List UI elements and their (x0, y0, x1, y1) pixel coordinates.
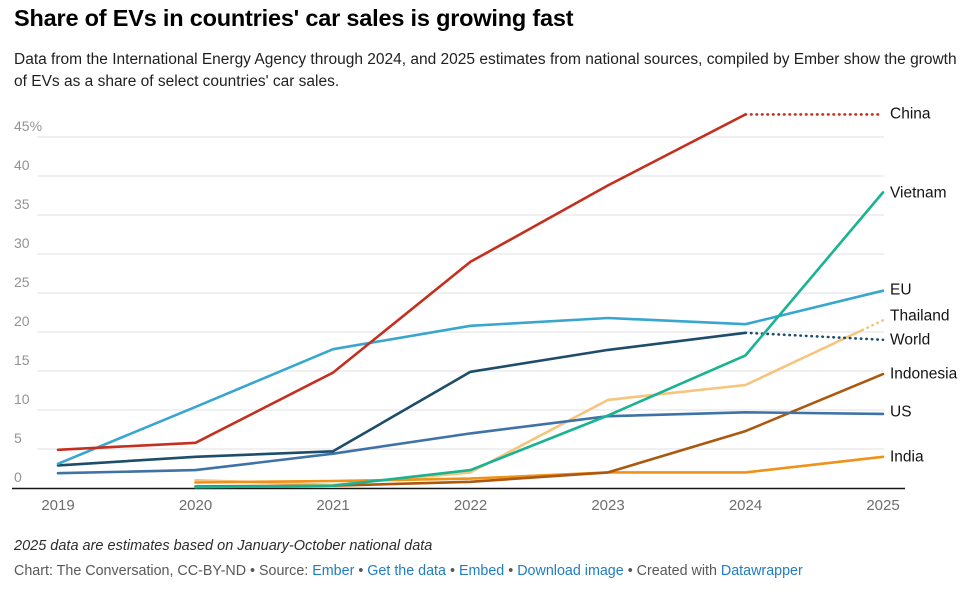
y-tick-label: 15 (14, 352, 30, 368)
y-tick-label: 40 (14, 157, 30, 173)
footer-text: Chart: The Conversation, CC-BY-ND (14, 563, 247, 579)
series-label-world: World (890, 332, 930, 349)
footer-separator: • (504, 563, 518, 579)
line-eu (56, 289, 885, 466)
x-tick-label: 2023 (591, 497, 624, 514)
footer-separator: • (246, 563, 259, 579)
footer-link-ember[interactable]: Ember (312, 563, 355, 579)
y-tick-label: 10 (14, 391, 30, 407)
x-tick-label: 2025 (866, 497, 899, 514)
y-tick-label: 25 (14, 274, 30, 290)
line-india (194, 455, 885, 484)
footer-link-datawrapper[interactable]: Datawrapper (720, 563, 803, 579)
line-vietnam (194, 191, 885, 489)
series-label-thailand: Thailand (890, 308, 949, 325)
x-tick-label: 2022 (454, 497, 487, 514)
x-tick-label: 2020 (179, 497, 212, 514)
line-thailand-estimate (861, 318, 885, 332)
footer-separator: • (623, 563, 637, 579)
chart-byline: Chart: The Conversation, CC-BY-ND • Sour… (14, 563, 803, 579)
footer-text: Created with (636, 563, 721, 579)
line-china (56, 113, 747, 452)
footer-text: Source: (258, 563, 313, 579)
chart-title: Share of EVs in countries' car sales is … (14, 5, 574, 31)
y-tick-label: 20 (14, 313, 30, 329)
y-tick-label: 5 (14, 430, 22, 446)
series-label-eu: EU (890, 282, 912, 299)
series-label-indonesia: Indonesia (890, 366, 958, 383)
footer-link-embed[interactable]: Embed (458, 563, 505, 579)
y-tick-label: 45% (14, 118, 42, 134)
series-label-vietnam: Vietnam (890, 185, 947, 202)
y-tick-label: 35 (14, 196, 30, 212)
footer-link-get-the-data[interactable]: Get the data (367, 563, 446, 579)
x-tick-label: 2024 (729, 497, 762, 514)
series-label-china: China (890, 106, 931, 123)
chart-subtitle: Data from the International Energy Agenc… (14, 51, 957, 90)
footer-link-download-image[interactable]: Download image (517, 563, 624, 579)
series-label-india: India (890, 449, 924, 466)
footer-separator: • (446, 563, 459, 579)
x-tick-label: 2021 (316, 497, 349, 514)
y-tick-label: 30 (14, 235, 30, 251)
x-tick-label: 2019 (41, 497, 74, 514)
line-world-estimate (744, 331, 885, 342)
line-world (56, 331, 747, 467)
line-thailand (194, 328, 864, 487)
chart-note: 2025 data are estimates based on January… (14, 538, 433, 554)
y-tick-label: 0 (14, 469, 22, 485)
series-label-us: US (890, 404, 912, 421)
line-us (56, 410, 885, 475)
footer-separator: • (354, 563, 368, 579)
